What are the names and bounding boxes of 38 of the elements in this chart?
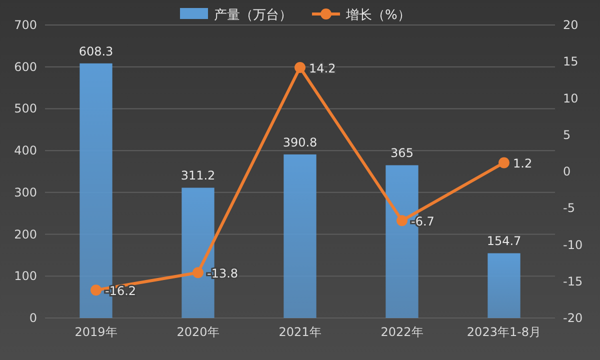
point [294, 62, 306, 73]
data-label: 311.2 [180, 168, 216, 183]
x-tick-label: 2021年 [278, 325, 322, 339]
x-tick-label: 2022年 [380, 325, 424, 339]
bar [284, 154, 316, 318]
data-label: 608.3 [78, 44, 114, 58]
y2-tick-label: -10 [563, 238, 583, 252]
data-label: 365 [390, 146, 414, 160]
x-tick-label: 2020年 [176, 325, 220, 339]
point [396, 215, 408, 226]
y2-tick-label: -15 [563, 274, 583, 288]
point [498, 157, 510, 168]
data-label: 14.2 [309, 61, 336, 76]
y-tick-label: 100 [14, 269, 37, 284]
y-tick-label: 500 [14, 102, 37, 116]
y2-tick-label: 20 [563, 18, 578, 32]
y-tick-label: 300 [14, 185, 37, 200]
legend-label: 增长（%） [345, 8, 410, 23]
y-tick-label: 400 [14, 144, 37, 158]
point [192, 267, 204, 278]
data-label: 154.7 [486, 234, 522, 248]
y-tick-label: 0 [29, 311, 37, 325]
legend-label: 产量（万台） [214, 8, 292, 23]
x-tick-label: 2019年 [74, 325, 118, 339]
y2-tick-label: -5 [563, 201, 575, 216]
y2-tick-label: 15 [563, 54, 578, 69]
data-label: 390.8 [282, 135, 318, 150]
point [90, 284, 102, 296]
data-label: 1.2 [513, 156, 532, 171]
y-tick-label: 600 [14, 60, 37, 74]
y-tick-label: 700 [14, 18, 37, 32]
bar [488, 253, 520, 318]
y2-tick-label: 0 [563, 164, 571, 178]
y-tick-label: 200 [14, 227, 37, 242]
y2-tick-label: -20 [563, 311, 583, 325]
y2-tick-label: 10 [563, 91, 578, 106]
x-tick-label: 2023年1-8月 [466, 325, 542, 339]
y2-tick-label: 5 [563, 128, 571, 142]
